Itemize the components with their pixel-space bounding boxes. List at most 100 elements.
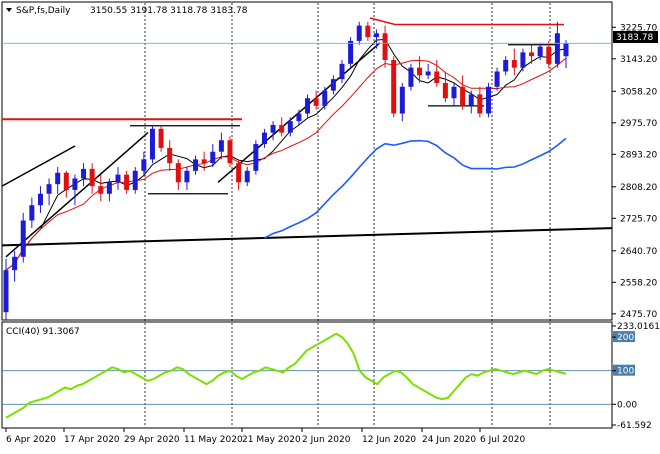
candle-body (20, 220, 26, 257)
price-tick-label: 2475.70 (620, 310, 657, 320)
candle-body (399, 86, 405, 114)
trend-lines (1, 17, 613, 258)
price-tick-label: 3058.20 (620, 87, 657, 97)
time-tick-label: 12 Jun 2020 (362, 435, 416, 445)
candle-body (244, 170, 250, 183)
candle-body (253, 144, 259, 171)
candle-body (434, 71, 440, 83)
candle-body (167, 147, 173, 164)
candle-body (115, 174, 121, 183)
cci-series (5, 332, 567, 419)
candle-body (382, 33, 388, 61)
time-tick-label: 29 Apr 2020 (124, 435, 180, 445)
cci-level-lines (2, 370, 612, 405)
candle-body (218, 140, 224, 152)
price-tick-label: 3225.70 (620, 23, 657, 33)
cci-level-tag (613, 364, 635, 376)
candle-body (270, 124, 276, 133)
candle-body (451, 86, 457, 99)
candle-body (417, 67, 423, 76)
candle-body (322, 90, 328, 106)
cci-tick-label: 100 (617, 367, 634, 377)
candle-body (184, 170, 190, 183)
resistance-line-jun-a (369, 17, 396, 26)
candle-body (149, 128, 155, 160)
cci-tick-label: -61.592 (617, 421, 652, 431)
candle-body (106, 182, 112, 194)
candle-body (89, 168, 95, 187)
ma-long (264, 137, 567, 239)
candle-body (356, 25, 362, 41)
candle-body (12, 256, 18, 271)
candle-body (408, 67, 414, 87)
candle-body (98, 186, 104, 194)
cci-title: CCI(40) 91.3067 (6, 327, 80, 337)
candle-body (339, 63, 345, 80)
candle-body (46, 184, 52, 194)
candle-body (546, 46, 552, 64)
candle-body (348, 40, 354, 64)
time-tick-label: 11 May 2020 (184, 435, 243, 445)
candle-body (442, 82, 448, 99)
price-tick-label: 2975.70 (620, 119, 657, 129)
candle-body (485, 86, 491, 114)
candle-body (37, 193, 43, 206)
price-tag: 3183.78 (616, 33, 653, 43)
candle-body (520, 52, 526, 68)
vertical-gridlines (144, 3, 551, 427)
candle-body (287, 121, 293, 133)
time-tick-label: 6 Apr 2020 (6, 435, 56, 445)
candle-body (210, 151, 216, 164)
long-term-support (1, 227, 613, 247)
price-pane[interactable] (1, 1, 613, 321)
candle-body (296, 113, 302, 122)
candle-body (236, 163, 242, 183)
candle-body (29, 205, 35, 221)
cci-pane[interactable] (1, 321, 613, 429)
candle-body (3, 270, 9, 313)
candle-body (124, 174, 130, 190)
candle-series (3, 21, 569, 320)
candle-body (141, 159, 147, 171)
price-tick-label: 2558.20 (620, 278, 657, 288)
cci-tick-label: 233.0161 (617, 322, 660, 332)
cci-line (5, 332, 567, 419)
time-tick-label: 24 Jun 2020 (422, 435, 476, 445)
price-axis: 3225.70 3143.20 3058.20 2975.70 2893.20 2808.… (2, 23, 657, 320)
candle-body (494, 71, 500, 87)
time-axis: 6 Apr 2020 17 Apr 2020 29 Apr 2020 11 May 2… (5, 428, 525, 445)
ohlc-header: 3150.55 3191.78 3118.78 3183.78 (90, 6, 248, 16)
candle-body (313, 98, 319, 106)
candle-body (132, 170, 138, 190)
cci-tick-label: 200 (617, 333, 634, 343)
time-tick-label: 6 Jul 2020 (480, 435, 525, 445)
candle-body (554, 33, 560, 64)
candle-body (365, 25, 371, 38)
time-tick-label: 21 May 2020 (242, 435, 301, 445)
candle-body (503, 60, 509, 72)
channel-lower-a (5, 132, 149, 258)
price-tick-label: 2640.70 (620, 247, 657, 257)
candle-body (227, 140, 233, 164)
candle-body (201, 159, 207, 164)
time-tick-label: 17 Apr 2020 (64, 435, 120, 445)
price-tick-label: 3143.20 (620, 55, 657, 65)
candle-body (193, 159, 199, 171)
candle-body (425, 71, 431, 76)
candle-body (529, 52, 535, 57)
candle-body (537, 46, 543, 57)
candle-body (468, 94, 474, 106)
candle-body (563, 43, 569, 57)
candle-body (279, 124, 285, 133)
symbol-header: S&P,fs,Daily (16, 6, 71, 16)
candle-body (72, 178, 78, 190)
collapse-arrow-icon[interactable] (6, 8, 12, 12)
candle-body (81, 168, 87, 179)
candle-body (477, 94, 483, 114)
candle-body (511, 60, 517, 68)
time-tick-label: 2 Jun 2020 (302, 435, 351, 445)
candle-body (391, 60, 397, 114)
